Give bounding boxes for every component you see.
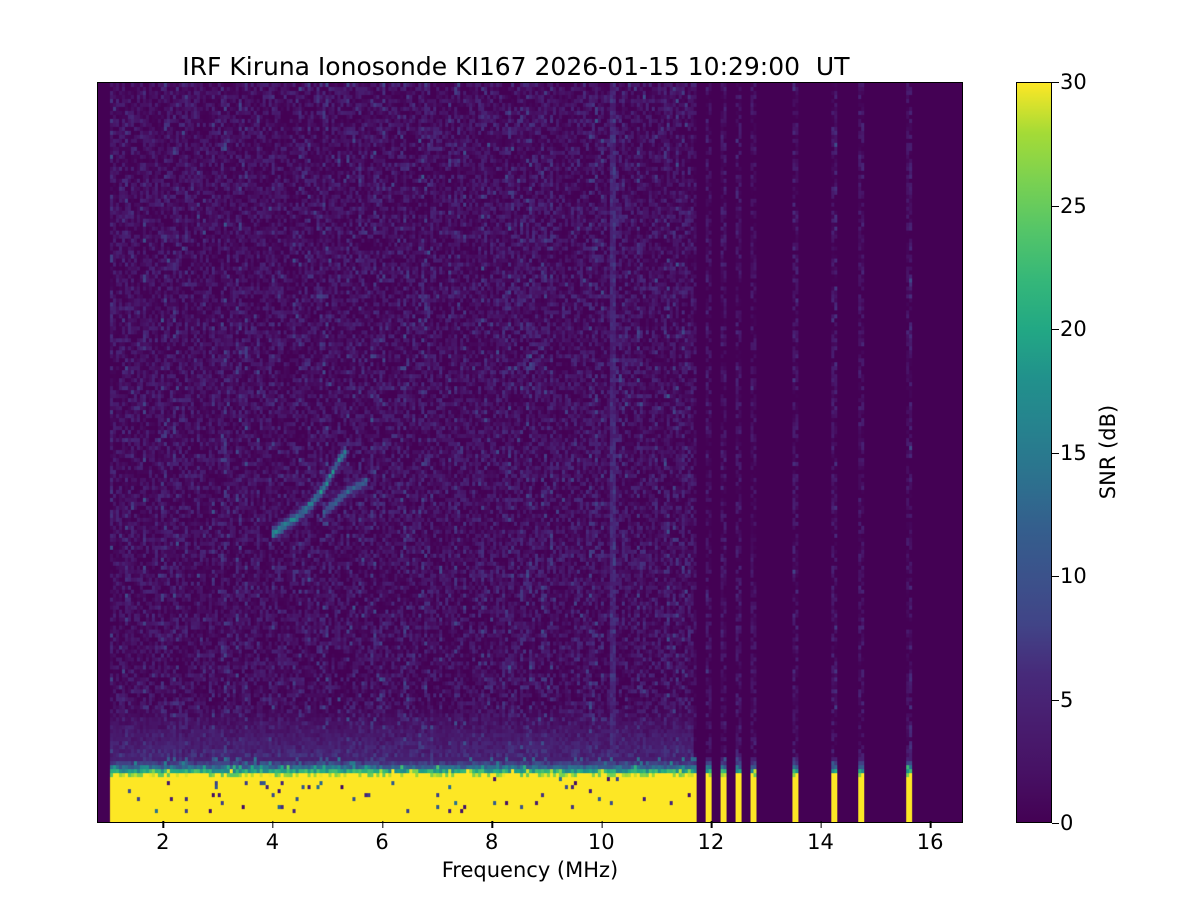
x-tick-label: 4 <box>266 821 279 854</box>
colorbar-tick-label: 30 <box>1052 70 1087 94</box>
colorbar-tick-label: 5 <box>1052 688 1073 712</box>
colorbar-tick-mark <box>1052 823 1059 825</box>
x-tick-mark <box>272 821 274 828</box>
x-tick-mark <box>491 821 493 828</box>
x-tick-label: 8 <box>485 821 498 854</box>
colorbar-tick-mark <box>1052 699 1059 701</box>
x-tick-mark <box>710 821 713 828</box>
colorbar-tick-label: 10 <box>1052 564 1087 588</box>
x-tick-mark <box>162 821 165 828</box>
colorbar-tick-mark <box>1052 205 1059 207</box>
x-tick-mark <box>820 821 822 828</box>
x-tick-label: 14 <box>807 821 834 854</box>
colorbar <box>1016 82 1052 823</box>
colorbar-tick-mark <box>1052 576 1059 578</box>
ionogram-heatmap <box>98 83 962 822</box>
x-tick-label: 2 <box>156 821 169 854</box>
colorbar-tick-mark <box>1052 452 1059 454</box>
colorbar-tick-label: 0 <box>1052 811 1073 835</box>
x-tick-mark <box>930 821 932 828</box>
colorbar-tick-label: 25 <box>1052 194 1087 218</box>
colorbar-label: SNR (dB) <box>1096 404 1120 500</box>
x-tick-label: 16 <box>917 821 943 854</box>
x-tick-mark <box>601 821 603 828</box>
colorbar-tick-mark <box>1052 82 1059 84</box>
colorbar-tick-mark <box>1052 329 1059 331</box>
x-tick-mark <box>382 821 384 828</box>
title-line-1: IRF Kiruna Ionosonde KI167 2026-01-15 10… <box>182 52 850 81</box>
x-tick-label: 6 <box>375 821 389 854</box>
x-axis-label: Frequency (MHz) <box>441 858 619 882</box>
x-tick-label: 10 <box>588 821 615 854</box>
x-tick-label: 12 <box>697 821 724 854</box>
colorbar-tick-label: 15 <box>1052 441 1087 465</box>
ionogram-axes <box>97 82 963 823</box>
colorbar-tick-label: 20 <box>1052 317 1087 341</box>
